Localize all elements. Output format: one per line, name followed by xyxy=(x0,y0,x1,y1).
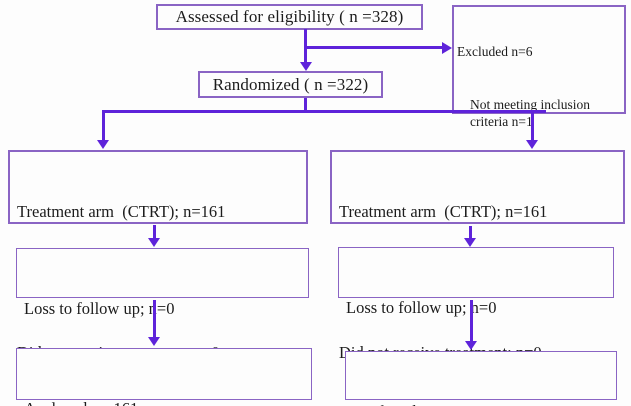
analysis-left-box: Analyzed; n=161 Excluded from analysis; … xyxy=(16,348,312,406)
arrowhead-down-icon xyxy=(465,341,477,350)
treatment-arm-left-box: Treatment arm (CTRT); n=161 Received all… xyxy=(8,150,308,362)
assessed-eligibility-box: Assessed for eligibility ( n =328) xyxy=(156,4,423,30)
arrowhead-down-icon xyxy=(97,140,109,149)
arrowhead-down-icon xyxy=(148,238,160,247)
excluded-box: Excluded n=6 Not meeting inclusion crite… xyxy=(452,5,626,182)
arm-left-line-1: Treatment arm (CTRT); n=161 xyxy=(17,202,226,221)
analysis-left-line-1: Analyzed; n=161 xyxy=(24,397,309,406)
excluded-reason-1: Not meeting inclusion criteria n=1 xyxy=(470,96,594,130)
followup-right-box: Loss to follow up; n=0 Discontinued inte… xyxy=(338,247,614,388)
followup-left-line-1: Loss to follow up; n=0 xyxy=(24,299,175,318)
arrowhead-down-icon xyxy=(300,62,312,71)
followup-left-box: Loss to follow up; n=0 Discontinued inte… xyxy=(16,248,309,389)
followup-right-line-1: Loss to follow up; n=0 xyxy=(346,298,497,317)
arm-right-line-1: Treatment arm (CTRT); n=161 xyxy=(339,202,548,221)
analysis-right-line-1: Analyzed; n=161 xyxy=(353,400,614,406)
arrowhead-down-icon xyxy=(464,238,476,247)
arrowhead-down-icon xyxy=(148,337,160,346)
arrowhead-right-icon xyxy=(442,42,452,54)
arrowhead-down-icon xyxy=(526,140,538,149)
analysis-right-box: Analyzed; n=161 Excluded from analysis; … xyxy=(345,351,617,406)
excluded-title: Excluded n=6 xyxy=(457,44,533,59)
randomized-box: Randomized ( n =322) xyxy=(198,71,383,98)
treatment-arm-right-box: Treatment arm (CTRT); n=161 Received all… xyxy=(330,150,625,362)
